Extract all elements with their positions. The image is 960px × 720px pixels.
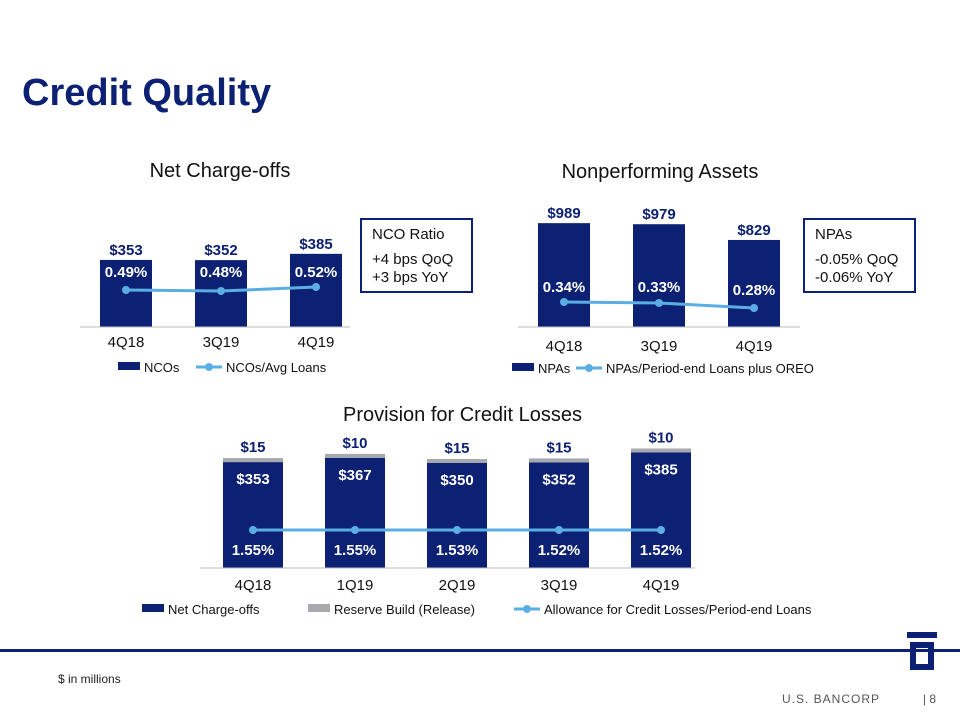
provision-x-tick-label: 4Q19 [643, 577, 680, 594]
provision-allowance-label: 1.52% [640, 542, 683, 559]
npa-callout-head: NPAs [815, 226, 853, 243]
npa-legend-label-npas: NPAs [538, 361, 571, 376]
provision-bar-reserve-3Q19 [529, 458, 589, 463]
npa-legend-marker-line-dot [585, 364, 593, 372]
npa-ratio-point [750, 304, 758, 312]
npa-ratio-point [655, 299, 663, 307]
provision-allowance-point [453, 526, 461, 534]
nco-bar-value-label: $353 [109, 242, 142, 259]
npa-callout: NPAs -0.05% QoQ -0.06% YoY [803, 218, 916, 293]
provision-chart: $353 $15 4Q18 $367 $10 1Q19 $350 $15 2Q19 $352 $15… [142, 430, 812, 617]
nco-callout-line-qoq: +4 bps QoQ [372, 251, 454, 268]
npa-x-tick-label: 4Q18 [546, 338, 583, 355]
nco-ratio-point [312, 283, 320, 291]
provision-bar-nco-4Q19 [631, 452, 691, 568]
provision-bar-reserve-4Q19 [631, 448, 691, 453]
provision-allowance-label: 1.52% [538, 542, 581, 559]
npa-bar-value-label: $989 [547, 205, 580, 222]
nco-legend-marker-line-dot [205, 363, 213, 371]
provision-chart-title: Provision for Credit Losses [343, 404, 582, 426]
provision-bar-nco-1Q19 [325, 457, 385, 568]
footnote: $ in millions [58, 672, 121, 686]
nco-callout-head: NCO Ratio [372, 226, 445, 243]
npa-legend-marker-bar [512, 363, 534, 371]
npa-bar-4Q19 [728, 239, 780, 327]
nco-callout-line-yoy: +3 bps YoY [372, 269, 449, 286]
nco-legend-label-ratio: NCOs/Avg Loans [226, 360, 327, 375]
provision-allowance-label: 1.55% [232, 542, 275, 559]
nco-callout: NCO Ratio +4 bps QoQ +3 bps YoY [360, 218, 473, 293]
provision-legend-marker-allowance-dot [523, 605, 531, 613]
npa-ratio-label: 0.28% [733, 282, 776, 299]
npa-callout-line-yoy: -0.06% YoY [815, 269, 894, 286]
npa-bar-3Q19 [633, 224, 685, 327]
npa-ratio-label: 0.33% [638, 279, 681, 296]
provision-allowance-point [555, 526, 563, 534]
nco-x-tick-label: 3Q19 [203, 334, 240, 351]
nco-ratio-label: 0.48% [200, 264, 243, 281]
nco-bar-value-label: $352 [204, 242, 237, 259]
provision-bar-reserve-2Q19 [427, 459, 487, 463]
brand-name: U.S. BANCORP [781, 692, 880, 706]
npa-callout-line-qoq: -0.05% QoQ [815, 251, 899, 268]
nco-chart-title: Net Charge-offs [149, 160, 291, 182]
page-number: | 8 [922, 692, 936, 706]
nco-legend-marker-bar [118, 362, 140, 370]
footer-rule [0, 649, 960, 652]
provision-x-tick-label: 3Q19 [541, 577, 578, 594]
provision-bar-reserve-4Q18 [223, 458, 283, 463]
npa-chart: $989 4Q18 $979 3Q19 $829 4Q19 0.34% 0.33% 0.28% N… [512, 205, 814, 376]
provision-reserve-value-label: $15 [444, 440, 469, 457]
provision-nco-value-label: $350 [440, 472, 473, 489]
npa-chart-title: Nonperforming Assets [561, 161, 759, 183]
provision-reserve-value-label: $15 [546, 439, 571, 456]
npa-x-tick-label: 3Q19 [641, 338, 678, 355]
npa-ratio-label: 0.34% [543, 279, 586, 296]
provision-legend-label-reserve: Reserve Build (Release) [334, 602, 475, 617]
provision-reserve-value-label: $10 [648, 430, 673, 447]
nco-ratio-point [217, 287, 225, 295]
provision-nco-value-label: $385 [644, 462, 677, 479]
nco-x-tick-label: 4Q18 [108, 334, 145, 351]
page-title: Credit Quality [22, 72, 272, 114]
nco-x-tick-label: 4Q19 [298, 334, 335, 351]
nco-ratio-point [122, 286, 130, 294]
npa-bar-value-label: $829 [737, 222, 770, 239]
npa-x-tick-label: 4Q19 [736, 338, 773, 355]
provision-nco-value-label: $352 [542, 471, 575, 488]
provision-bar-nco-2Q19 [427, 463, 487, 568]
npa-ratio-point [560, 298, 568, 306]
usbank-logo-icon [907, 632, 937, 670]
nco-ratio-label: 0.52% [295, 264, 338, 281]
npa-legend-label-ratio: NPAs/Period-end Loans plus OREO [606, 361, 814, 376]
provision-bar-reserve-1Q19 [325, 453, 385, 458]
provision-allowance-point [351, 526, 359, 534]
provision-legend-marker-reserve [308, 604, 330, 612]
provision-reserve-value-label: $10 [342, 435, 367, 452]
provision-reserve-value-label: $15 [240, 439, 265, 456]
nco-bar-value-label: $385 [299, 236, 332, 253]
provision-allowance-label: 1.53% [436, 542, 479, 559]
provision-bar-nco-3Q19 [529, 462, 589, 568]
provision-allowance-label: 1.55% [334, 542, 377, 559]
provision-legend-label-allowance: Allowance for Credit Losses/Period-end L… [544, 602, 812, 617]
provision-allowance-point [249, 526, 257, 534]
nco-chart: $353 4Q18 $352 3Q19 $385 4Q19 0.49% 0.48% 0.52% N… [80, 236, 350, 375]
provision-x-tick-label: 2Q19 [439, 577, 476, 594]
provision-legend-marker-nco [142, 604, 164, 612]
provision-nco-value-label: $353 [236, 471, 269, 488]
npa-bar-value-label: $979 [642, 206, 675, 223]
provision-x-tick-label: 4Q18 [235, 577, 272, 594]
npa-bar-4Q18 [538, 223, 590, 327]
nco-ratio-label: 0.49% [105, 264, 148, 281]
provision-nco-value-label: $367 [338, 467, 371, 484]
provision-x-tick-label: 1Q19 [337, 577, 374, 594]
provision-allowance-point [657, 526, 665, 534]
provision-legend-label-nco: Net Charge-offs [168, 602, 260, 617]
provision-bar-nco-4Q18 [223, 462, 283, 568]
nco-legend-label-ncos: NCOs [144, 360, 180, 375]
